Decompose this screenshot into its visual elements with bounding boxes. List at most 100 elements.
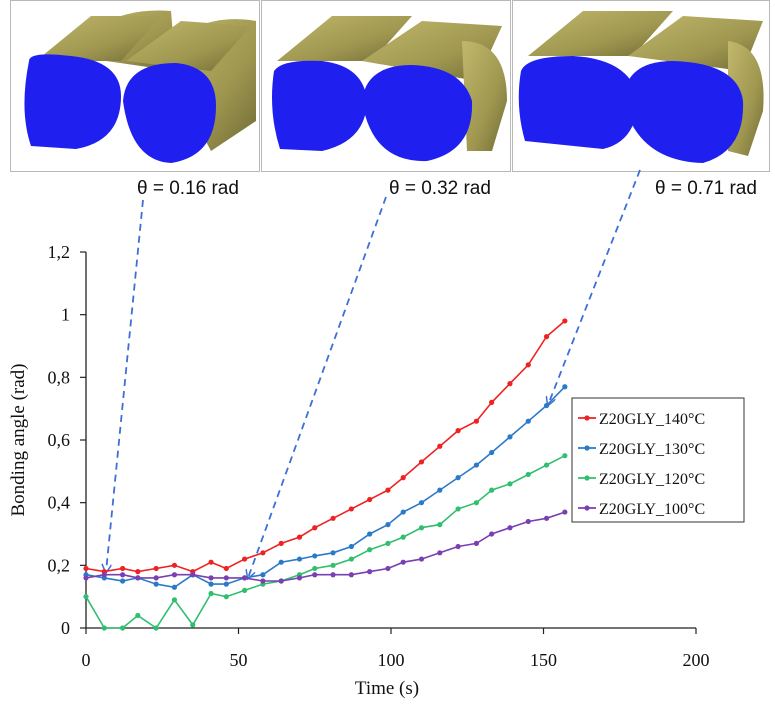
data-point <box>400 559 406 565</box>
legend-label: Z20GLY_120°C <box>599 471 705 488</box>
data-point <box>455 428 461 434</box>
x-axis-title: Time (s) <box>355 678 419 699</box>
data-point <box>330 562 336 568</box>
data-point <box>418 459 425 465</box>
data-point <box>562 453 568 459</box>
data-point <box>223 575 229 581</box>
data-point <box>507 434 513 440</box>
data-point <box>208 581 214 587</box>
data-point <box>455 506 461 512</box>
data-point <box>562 384 568 390</box>
filament-render-3 <box>518 11 764 163</box>
data-point <box>208 575 214 581</box>
data-point <box>153 625 159 631</box>
data-point <box>507 481 513 487</box>
data-point <box>489 531 495 537</box>
data-point <box>385 540 391 547</box>
data-point <box>507 381 513 387</box>
data-point <box>223 565 229 572</box>
data-point <box>242 575 248 581</box>
x-tick-label: 200 <box>683 650 710 670</box>
x-tick-label: 0 <box>82 650 91 670</box>
data-point <box>330 572 336 578</box>
data-point <box>367 569 373 575</box>
y-tick-label: 0,8 <box>48 367 71 387</box>
y-tick-label: 0,4 <box>48 493 71 513</box>
data-point <box>120 572 126 578</box>
connector-arrow-1 <box>106 199 144 572</box>
data-point <box>296 534 303 540</box>
data-point <box>455 475 461 481</box>
x-tick-label: 150 <box>530 650 557 670</box>
data-point <box>260 572 266 578</box>
render-panel-2 <box>261 0 511 172</box>
data-point <box>171 572 178 578</box>
data-point <box>348 572 354 578</box>
render-panel-3 <box>512 0 770 172</box>
data-point <box>400 509 406 515</box>
y-axis-title: Bonding angle (rad) <box>8 363 29 516</box>
legend-swatch-marker <box>584 415 590 421</box>
data-point <box>278 540 284 547</box>
data-point <box>437 487 443 493</box>
series-line-1 <box>85 386 566 589</box>
data-point <box>171 584 178 590</box>
data-point <box>348 506 354 512</box>
series-line-0 <box>85 320 566 573</box>
data-point <box>190 622 196 628</box>
legend-label: Z20GLY_140°C <box>599 411 705 428</box>
data-point <box>473 462 479 468</box>
data-point <box>348 556 354 562</box>
data-point <box>473 418 479 424</box>
data-point <box>135 612 141 619</box>
data-point <box>473 500 479 506</box>
y-tick-label: 0,2 <box>48 555 71 575</box>
data-point <box>223 581 229 587</box>
x-ticks: 0 50 100 150 200 <box>82 628 710 670</box>
legend-swatch-marker <box>584 505 590 511</box>
data-point <box>153 581 159 587</box>
data-point <box>171 597 178 603</box>
data-point <box>525 471 531 478</box>
data-point <box>543 515 550 521</box>
data-point <box>489 449 495 456</box>
data-point <box>208 590 214 597</box>
data-point <box>296 575 303 581</box>
x-tick-label: 50 <box>230 650 248 670</box>
legend-swatch-marker <box>584 445 590 451</box>
series-line-3 <box>85 511 566 582</box>
data-point <box>400 475 406 481</box>
theta-label-1: θ = 0.16 rad <box>137 178 239 199</box>
data-point <box>348 543 354 550</box>
data-point <box>190 572 196 578</box>
data-point <box>101 572 107 578</box>
series-line-2 <box>85 454 566 630</box>
data-point <box>562 318 568 324</box>
data-point <box>312 565 318 572</box>
render-panel-1 <box>10 0 260 172</box>
x-tick-label: 100 <box>378 650 405 670</box>
data-point <box>153 575 159 581</box>
data-point <box>525 518 531 525</box>
data-point <box>367 496 373 503</box>
connector-arrow-2 <box>248 196 387 578</box>
series-layer <box>83 318 568 631</box>
legend-swatch-marker <box>584 475 590 481</box>
data-point <box>385 565 391 572</box>
data-point <box>153 565 159 572</box>
data-point <box>312 553 318 559</box>
data-point <box>278 578 284 584</box>
filament-render-2 <box>272 16 507 162</box>
data-point <box>543 462 550 468</box>
data-point <box>242 587 248 594</box>
data-point <box>135 575 141 581</box>
legend: Z20GLY_140°C Z20GLY_130°C Z20GLY_120°C Z20G… <box>571 397 745 523</box>
legend-box <box>571 397 745 523</box>
data-point <box>120 625 126 631</box>
data-point <box>120 565 126 572</box>
data-point <box>83 565 89 572</box>
data-point <box>400 534 406 540</box>
connector-arrow-3 <box>548 169 641 405</box>
data-point <box>208 559 214 565</box>
data-point <box>543 334 550 340</box>
